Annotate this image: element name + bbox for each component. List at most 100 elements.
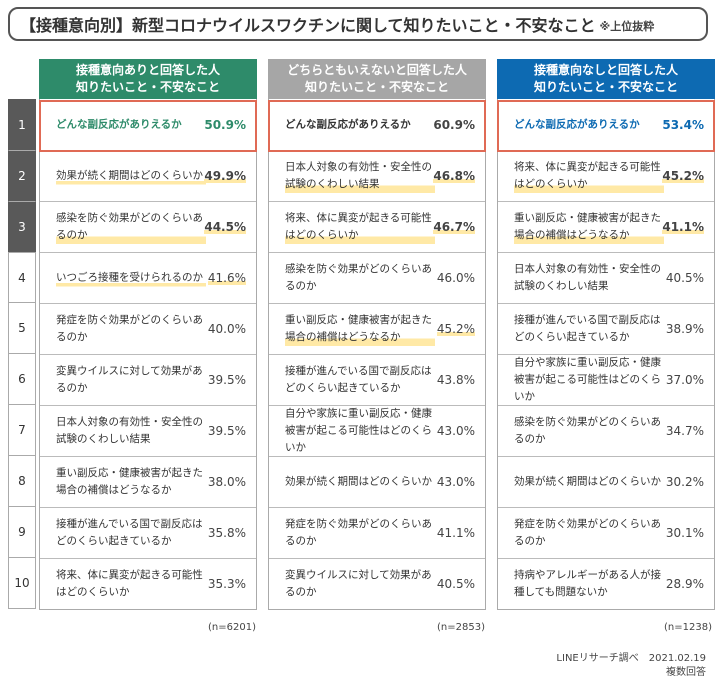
item-label: 変異ウイルスに対して効果があるのか: [56, 365, 203, 394]
item-label: 日本人対象の有効性・安全性の試験のくわしい結果: [514, 263, 661, 292]
item-label: 自分や家族に重い副反応・健康被害が起こる可能性はどのくらいか: [285, 407, 432, 454]
item-label: どんな副反応がありえるか: [514, 118, 640, 130]
group-header: 接種意向なしと回答した人 知りたいこと・不安なこと: [497, 59, 715, 99]
sample-size: (n=1238): [664, 622, 712, 633]
list-item: 日本人対象の有効性・安全性の試験のくわしい結果 39.5%: [40, 405, 256, 456]
item-label: 発症を防ぐ効果がどのくらいあるのか: [56, 314, 203, 343]
group-header-line2: 知りたいこと・不安なこと: [304, 80, 449, 94]
item-label: 重い副反応・健康被害が起きた場合の補償はどうなるか: [514, 210, 664, 244]
list-item: 効果が続く期間はどのくらいか 30.2%: [498, 456, 714, 507]
item-percent: 43.0%: [436, 424, 475, 438]
item-label: 日本人対象の有効性・安全性の試験のくわしい結果: [285, 159, 435, 193]
item-percent: 37.0%: [665, 373, 704, 387]
item-percent: 28.9%: [665, 577, 704, 591]
sample-size: (n=6201): [208, 622, 256, 633]
rank-cell: 5: [8, 303, 36, 354]
item-label: 将来、体に異変が起きる可能性はどのくらいか: [56, 569, 203, 598]
title-box: 【接種意向別】新型コロナウイルスワクチンに関して知りたいこと・不安なこと ※上位…: [8, 7, 708, 41]
item-label: 変異ウイルスに対して効果があるのか: [285, 569, 432, 598]
item-percent: 46.0%: [436, 271, 475, 285]
list-item: 感染を防ぐ効果がどのくらいあるのか 46.0%: [269, 252, 485, 303]
list-item: 日本人対象の有効性・安全性の試験のくわしい結果 46.8%: [269, 150, 485, 201]
sample-size: (n=2853): [437, 622, 485, 633]
item-label: 感染を防ぐ効果がどのくらいあるのか: [285, 263, 432, 292]
group-intend-yes: 接種意向ありと回答した人 知りたいこと・不安なこと どんな副反応がありえるか 50…: [39, 59, 257, 610]
rank-cell: 3: [8, 201, 36, 252]
item-percent: 40.0%: [207, 322, 246, 336]
group-header-line2: 知りたいこと・不安なこと: [533, 80, 678, 94]
item-label: 接種が進んでいる国で副反応はどのくらい起きているか: [56, 518, 203, 547]
list-item: 将来、体に異変が起きる可能性はどのくらいか 46.7%: [269, 201, 485, 252]
item-label: 持病やアレルギーがある人が接種しても問題ないか: [514, 569, 661, 598]
list-item: 接種が進んでいる国で副反応はどのくらい起きているか 43.8%: [269, 354, 485, 405]
item-percent: 39.5%: [207, 424, 246, 438]
item-label: 感染を防ぐ効果がどのくらいあるのか: [56, 210, 206, 244]
group-header-line2: 知りたいこと・不安なこと: [75, 80, 220, 94]
rank-cell: 10: [8, 558, 36, 609]
item-percent: 43.0%: [436, 475, 475, 489]
list-item: どんな副反応がありえるか 60.9%: [269, 99, 485, 150]
item-label: 効果が続く期間はどのくらいか: [514, 475, 661, 488]
item-percent: 41.1%: [436, 526, 475, 540]
list-item: 日本人対象の有効性・安全性の試験のくわしい結果 40.5%: [498, 252, 714, 303]
rank-cell: 1: [8, 99, 36, 150]
item-label: 将来、体に異変が起きる可能性はどのくらいか: [285, 210, 435, 244]
item-label: 接種が進んでいる国で副反応はどのくらい起きているか: [285, 365, 432, 394]
list-item: どんな副反応がありえるか 53.4%: [498, 99, 714, 150]
item-percent: 43.8%: [436, 373, 475, 387]
list-item: 発症を防ぐ効果がどのくらいあるのか 41.1%: [269, 507, 485, 558]
item-label: 感染を防ぐ効果がどのくらいあるのか: [514, 416, 661, 445]
list-item: 接種が進んでいる国で副反応はどのくらい起きているか 38.9%: [498, 303, 714, 354]
item-percent: 41.6%: [207, 271, 246, 285]
list-item: 将来、体に異変が起きる可能性はどのくらいか 35.3%: [40, 558, 256, 609]
group-header: 接種意向ありと回答した人 知りたいこと・不安なこと: [39, 59, 257, 99]
rank-cell: 9: [8, 507, 36, 558]
item-label: いつごろ接種を受けられるのか: [56, 269, 206, 287]
group-undecided: どちらともいえないと回答した人 知りたいこと・不安なこと どんな副反応がありえる…: [268, 59, 486, 610]
item-percent: 44.5%: [204, 220, 246, 234]
item-percent: 38.9%: [665, 322, 704, 336]
item-percent: 30.2%: [665, 475, 704, 489]
group-intend-no: 接種意向なしと回答した人 知りたいこと・不安なこと どんな副反応がありえるか 53…: [497, 59, 715, 610]
item-percent: 35.8%: [207, 526, 246, 540]
list-item: 感染を防ぐ効果がどのくらいあるのか 44.5%: [40, 201, 256, 252]
item-percent: 30.1%: [665, 526, 704, 540]
item-label: 日本人対象の有効性・安全性の試験のくわしい結果: [56, 416, 203, 445]
item-percent: 35.3%: [207, 577, 246, 591]
title-note: ※上位抜粋: [599, 19, 655, 33]
list-item: 自分や家族に重い副反応・健康被害が起こる可能性はどのくらいか 37.0%: [498, 354, 714, 405]
list-item: 効果が続く期間はどのくらいか 49.9%: [40, 150, 256, 201]
answer-type-note: 複数回答: [666, 667, 706, 678]
item-percent: 40.5%: [665, 271, 704, 285]
list-item: 将来、体に異変が起きる可能性はどのくらいか 45.2%: [498, 150, 714, 201]
item-percent: 38.0%: [207, 475, 246, 489]
list-item: 重い副反応・健康被害が起きた場合の補償はどうなるか 38.0%: [40, 456, 256, 507]
rank-cell: 2: [8, 150, 36, 201]
group-header-line1: どちらともいえないと回答した人: [287, 63, 467, 77]
rank-cell: 7: [8, 405, 36, 456]
item-label: 発症を防ぐ効果がどのくらいあるのか: [514, 518, 661, 547]
rank-cell: 6: [8, 354, 36, 405]
list-item: 重い副反応・健康被害が起きた場合の補償はどうなるか 41.1%: [498, 201, 714, 252]
item-percent: 46.7%: [433, 220, 475, 234]
list-item: 効果が続く期間はどのくらいか 43.0%: [269, 456, 485, 507]
item-percent: 41.1%: [662, 220, 704, 234]
list-item: どんな副反応がありえるか 50.9%: [40, 99, 256, 150]
list-item: 発症を防ぐ効果がどのくらいあるのか 30.1%: [498, 507, 714, 558]
item-percent: 50.9%: [204, 117, 246, 132]
list-item: 持病やアレルギーがある人が接種しても問題ないか 28.9%: [498, 558, 714, 609]
item-percent: 60.9%: [433, 117, 475, 132]
page-title: 【接種意向別】新型コロナウイルスワクチンに関して知りたいこと・不安なこと: [20, 16, 596, 35]
group-header-line1: 接種意向ありと回答した人: [75, 63, 220, 77]
item-label: どんな副反応がありえるか: [56, 118, 182, 130]
item-percent: 49.9%: [204, 169, 246, 183]
group-header: どちらともいえないと回答した人 知りたいこと・不安なこと: [268, 59, 486, 99]
item-label: 重い副反応・健康被害が起きた場合の補償はどうなるか: [285, 312, 435, 346]
item-percent: 45.2%: [662, 169, 704, 183]
rank-column: 1 2 3 4 5 6 7 8 9 10: [8, 59, 36, 609]
source-note: LINEリサーチ調べ 2021.02.19: [556, 653, 706, 664]
rank-cell: 4: [8, 252, 36, 303]
list-item: 自分や家族に重い副反応・健康被害が起こる可能性はどのくらいか 43.0%: [269, 405, 485, 456]
item-percent: 53.4%: [662, 117, 704, 132]
item-label: 接種が進んでいる国で副反応はどのくらい起きているか: [514, 314, 661, 343]
